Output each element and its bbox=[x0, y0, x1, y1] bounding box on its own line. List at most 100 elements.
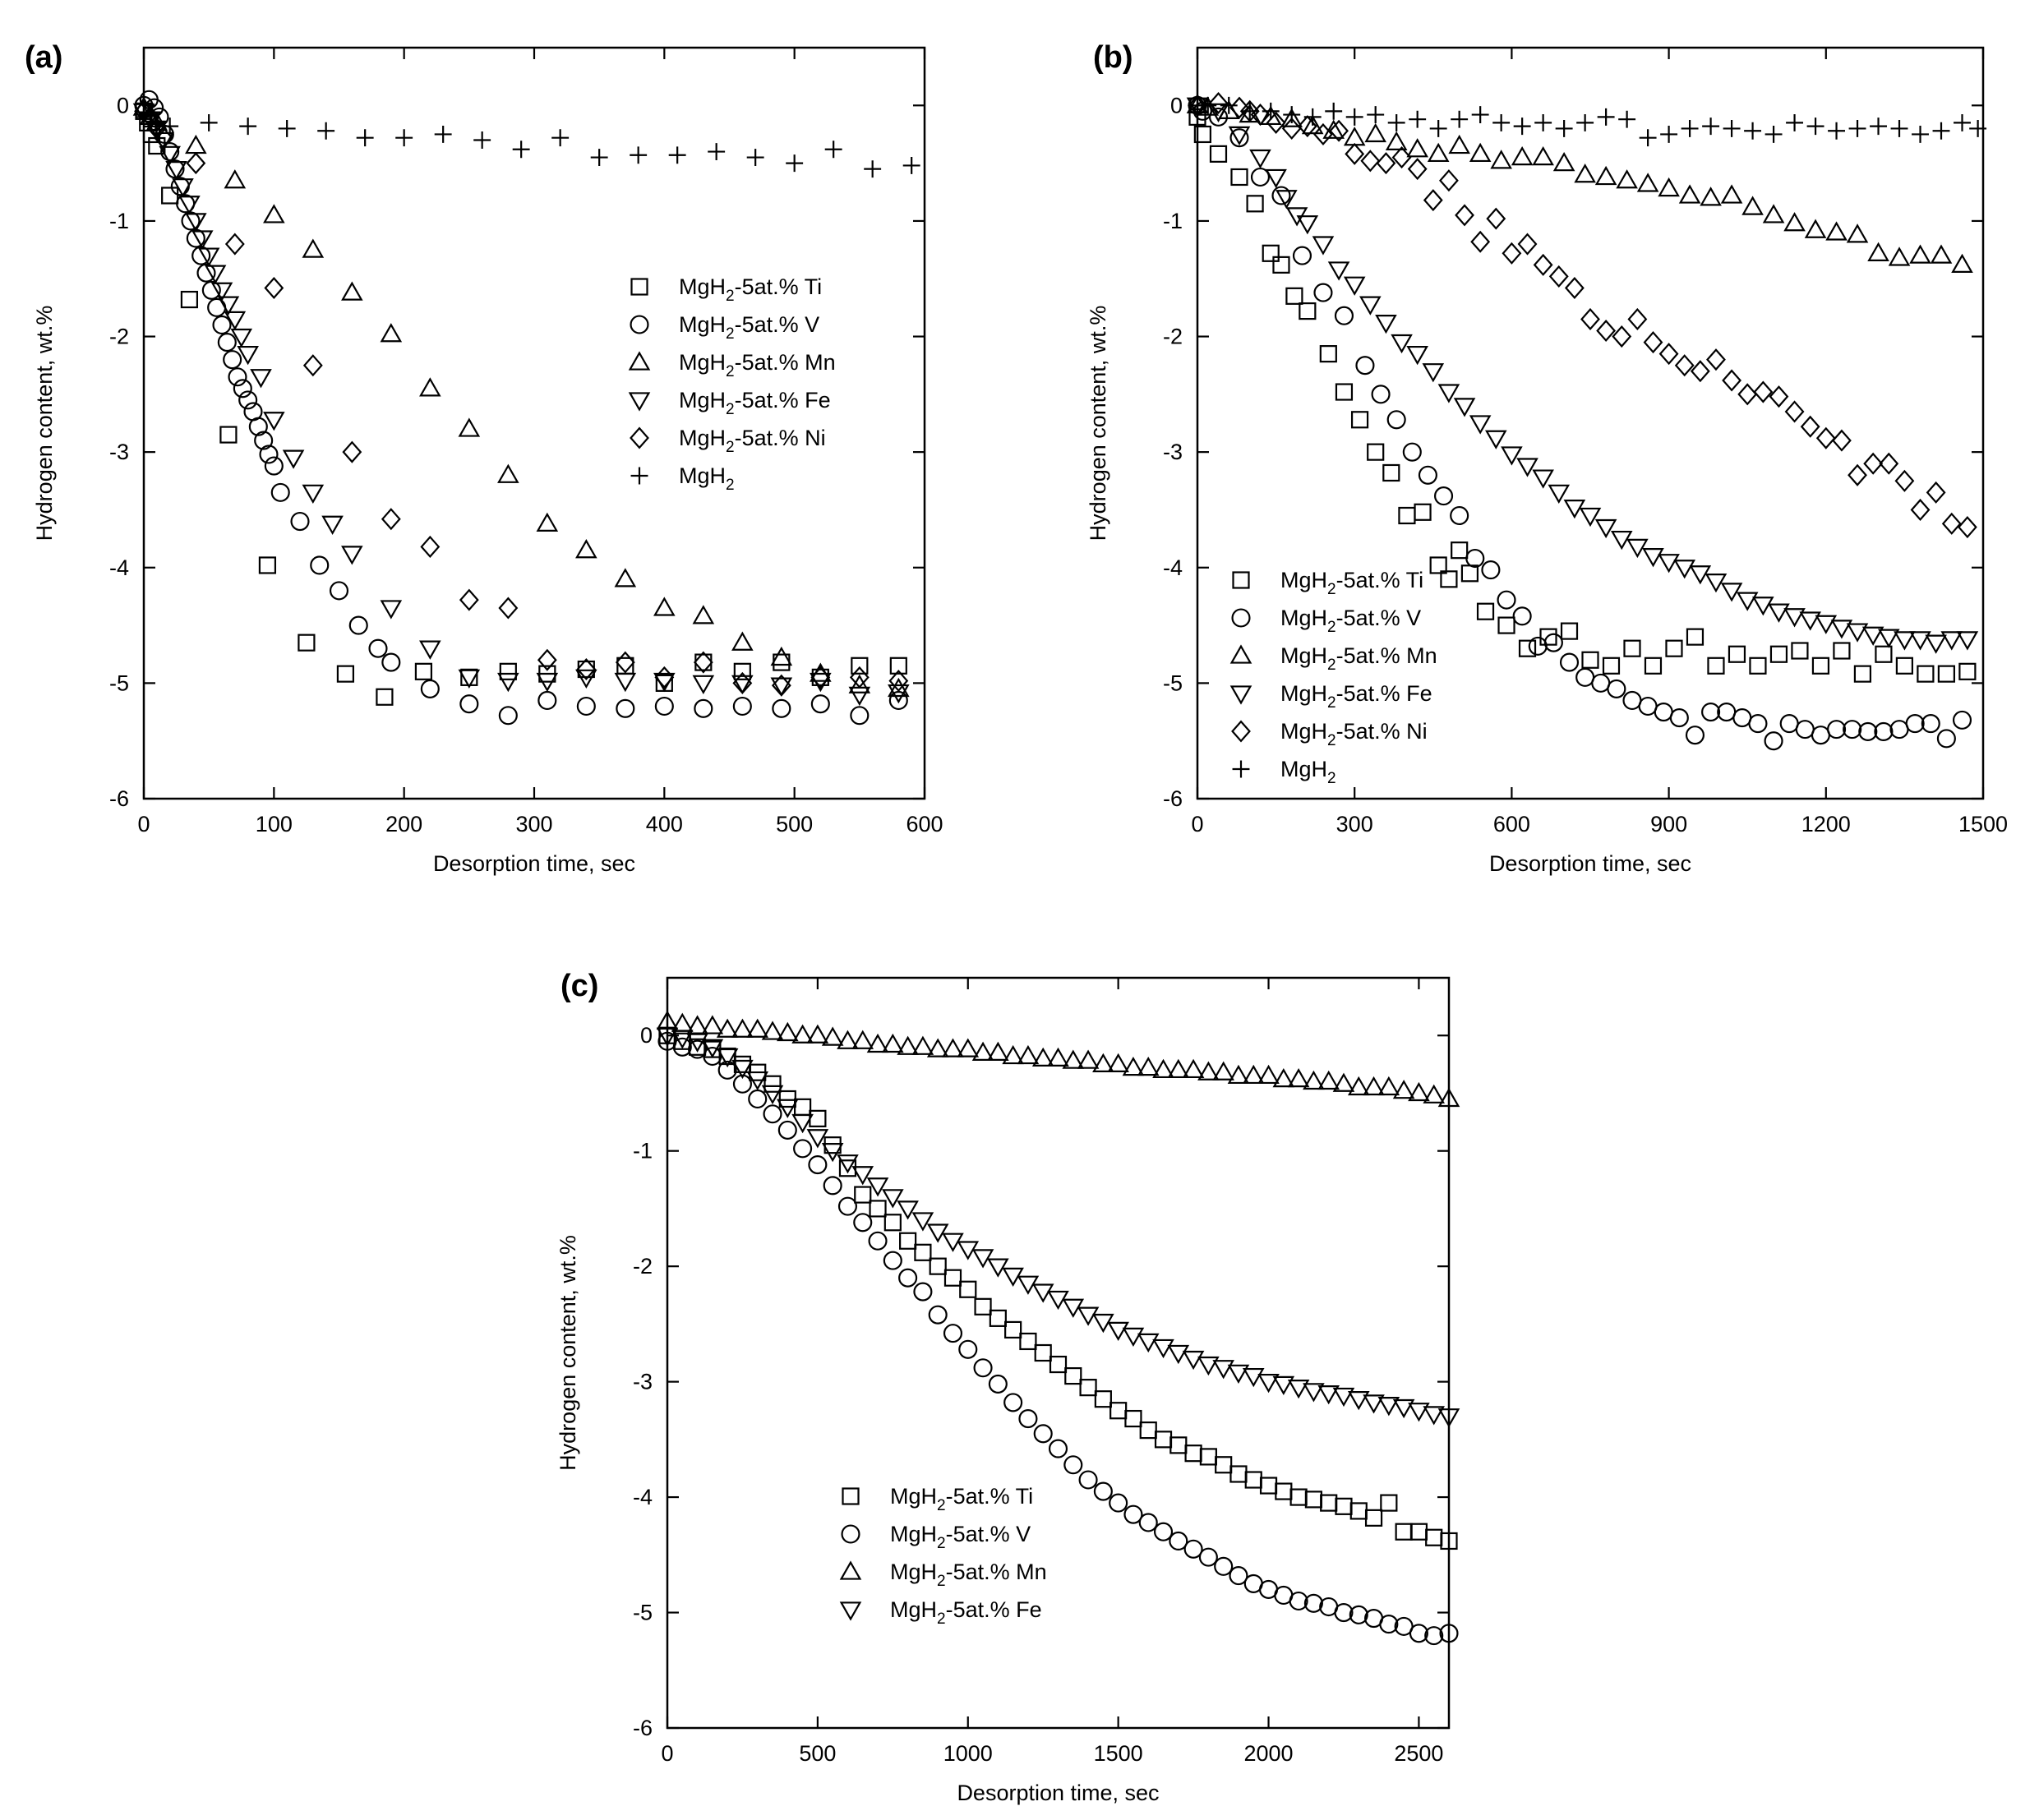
data-point bbox=[1826, 720, 1847, 740]
data-point bbox=[746, 1018, 769, 1038]
data-point bbox=[1414, 503, 1432, 521]
data-point bbox=[1409, 110, 1427, 128]
data-point bbox=[1533, 253, 1553, 276]
data-point bbox=[1706, 348, 1726, 371]
data-point bbox=[987, 1041, 1009, 1061]
data-point bbox=[733, 662, 751, 680]
data-point bbox=[897, 1200, 919, 1220]
data-point bbox=[1453, 398, 1476, 417]
data-point bbox=[1736, 592, 1759, 611]
data-point bbox=[1152, 1058, 1174, 1079]
data-point bbox=[238, 390, 258, 410]
data-point bbox=[761, 1021, 784, 1040]
data-point bbox=[1347, 1076, 1370, 1096]
data-point bbox=[1017, 1044, 1040, 1065]
data-point bbox=[1748, 714, 1768, 734]
y-tick-label: -1 bbox=[1163, 209, 1183, 233]
data-point bbox=[1930, 244, 1953, 264]
data-point bbox=[806, 1024, 829, 1044]
data-point bbox=[837, 1196, 858, 1216]
data-point bbox=[1890, 119, 1908, 137]
data-point bbox=[1363, 1394, 1385, 1414]
data-point bbox=[178, 196, 201, 215]
data-point bbox=[1259, 1477, 1278, 1495]
data-point bbox=[1350, 411, 1369, 429]
data-point bbox=[731, 631, 754, 651]
data-point bbox=[778, 1090, 796, 1108]
x-tick-label: 0 bbox=[137, 812, 150, 836]
data-point bbox=[264, 456, 284, 476]
data-point bbox=[1382, 463, 1400, 482]
data-point bbox=[1784, 400, 1805, 423]
series-triangle-down bbox=[1186, 97, 1979, 654]
data-point bbox=[897, 1035, 919, 1055]
data-point bbox=[1917, 665, 1935, 683]
data-point bbox=[971, 1249, 994, 1269]
data-point bbox=[854, 1186, 872, 1204]
data-point bbox=[395, 129, 413, 147]
y-tick-label: -6 bbox=[1163, 786, 1183, 811]
data-point bbox=[731, 1018, 754, 1038]
data-point bbox=[1123, 1504, 1143, 1524]
data-point bbox=[1343, 276, 1366, 296]
data-point bbox=[1197, 1061, 1220, 1080]
data-point bbox=[1626, 538, 1649, 559]
data-point bbox=[1455, 204, 1474, 227]
y-tick-label: -4 bbox=[633, 1485, 653, 1509]
data-point bbox=[1596, 319, 1617, 343]
panel-label: (b) bbox=[1093, 40, 1133, 75]
legend-marker bbox=[630, 426, 649, 449]
y-tick-label: 0 bbox=[1170, 93, 1183, 117]
data-point bbox=[1281, 117, 1302, 140]
legend-entry: MgH2 bbox=[679, 463, 735, 494]
data-point bbox=[957, 1241, 980, 1260]
data-point bbox=[1319, 345, 1337, 363]
data-point bbox=[1490, 150, 1512, 169]
data-point bbox=[172, 178, 194, 198]
data-point bbox=[1325, 102, 1343, 120]
data-point bbox=[1329, 119, 1349, 142]
data-point bbox=[1700, 187, 1722, 206]
data-point bbox=[1643, 331, 1663, 354]
data-point bbox=[777, 1099, 799, 1118]
data-point bbox=[1392, 1080, 1415, 1099]
data-point bbox=[1387, 113, 1405, 131]
data-point bbox=[1858, 721, 1878, 741]
data-point bbox=[989, 1309, 1007, 1327]
data-point bbox=[1292, 246, 1312, 265]
data-point bbox=[185, 134, 207, 154]
plot-frame bbox=[1196, 46, 1985, 800]
data-point bbox=[1720, 583, 1743, 602]
data-point bbox=[1364, 1509, 1383, 1527]
data-point bbox=[914, 1243, 932, 1261]
data-point bbox=[1720, 184, 1743, 204]
data-point bbox=[772, 698, 791, 718]
data-point bbox=[1047, 1290, 1069, 1311]
data-point bbox=[1169, 1436, 1188, 1454]
data-point bbox=[694, 698, 713, 718]
data-point bbox=[763, 1104, 782, 1124]
data-point bbox=[224, 169, 247, 189]
legend-entry: MgH2-5at.% Ti bbox=[890, 1484, 1033, 1514]
data-point bbox=[808, 1154, 828, 1175]
data-point bbox=[1137, 1056, 1160, 1076]
data-point bbox=[1153, 1522, 1174, 1541]
data-point bbox=[1581, 651, 1599, 669]
data-point bbox=[1063, 1455, 1083, 1475]
data-point bbox=[1769, 385, 1789, 408]
data-point bbox=[1109, 1493, 1128, 1513]
data-point bbox=[1815, 615, 1838, 634]
data-point bbox=[1574, 164, 1596, 183]
data-point bbox=[1229, 1465, 1248, 1483]
data-point bbox=[1244, 1471, 1262, 1489]
data-point bbox=[1312, 236, 1335, 256]
data-point bbox=[851, 1166, 874, 1186]
data-point bbox=[671, 1030, 694, 1049]
legend: MgH2-5at.% Ti MgH2-5at.% V MgH2-5at.% Mn Mg… bbox=[839, 1484, 1047, 1628]
panel-label: (c) bbox=[560, 969, 598, 1003]
data-point bbox=[748, 1089, 768, 1109]
data-point bbox=[201, 280, 221, 300]
data-point bbox=[1229, 128, 1249, 148]
data-point bbox=[1768, 603, 1790, 623]
data-point bbox=[837, 1154, 859, 1174]
